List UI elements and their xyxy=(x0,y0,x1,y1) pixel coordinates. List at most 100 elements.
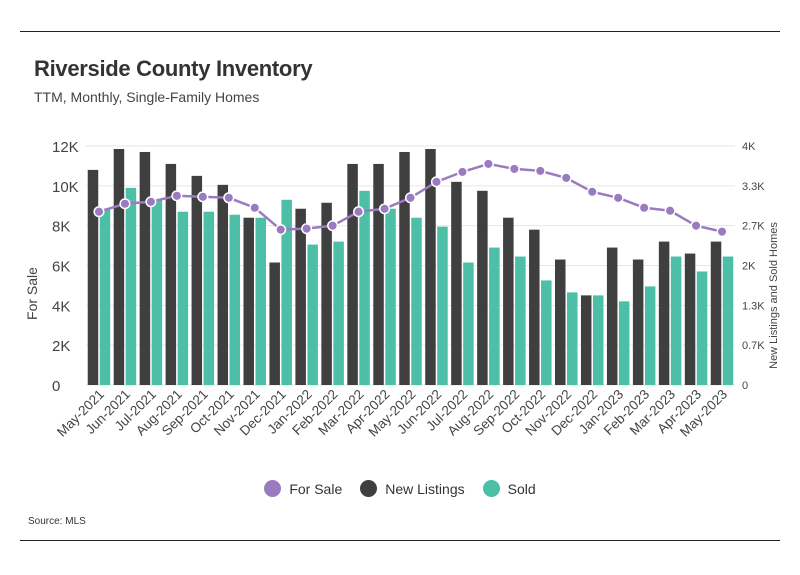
y-tick-label-left: 4K xyxy=(52,298,70,315)
bar-sold xyxy=(567,292,578,385)
bottom-rule xyxy=(20,540,780,541)
point-for-sale xyxy=(508,163,520,175)
legend-item-new-listings[interactable]: New Listings xyxy=(360,480,465,497)
bar-new-listings xyxy=(217,184,229,385)
point-for-sale xyxy=(145,196,157,208)
bar-sold xyxy=(541,280,552,385)
point-for-sale xyxy=(223,192,235,204)
bar-new-listings xyxy=(139,151,151,385)
chart-legend: For Sale New Listings Sold xyxy=(0,480,800,497)
legend-label-new-listings: New Listings xyxy=(385,480,465,497)
y-tick-label-left: 10K xyxy=(52,179,79,196)
point-for-sale xyxy=(716,226,728,238)
point-for-sale xyxy=(197,191,209,203)
bar-sold xyxy=(618,301,630,385)
bar-sold xyxy=(177,211,189,385)
bar-new-listings xyxy=(503,217,514,385)
bar-new-listings xyxy=(710,241,722,385)
bar-sold xyxy=(359,190,370,385)
y-tick-label-right: 2K xyxy=(742,261,756,273)
y-tick-label-left: 8K xyxy=(52,219,70,236)
bar-sold xyxy=(333,241,344,385)
legend-swatch-sold xyxy=(482,480,500,497)
bar-sold xyxy=(696,271,708,385)
bar-sold xyxy=(203,211,215,385)
point-for-sale xyxy=(612,192,624,204)
bar-sold xyxy=(437,226,448,385)
bar-new-listings xyxy=(347,163,358,385)
chart-title: Riverside County Inventory xyxy=(34,56,313,81)
y-tick-label-left: 12K xyxy=(52,139,79,156)
bar-sold xyxy=(592,295,604,385)
bar-sold xyxy=(722,256,734,385)
bar-new-listings xyxy=(555,259,566,385)
y-tick-label-right: 4K xyxy=(742,141,756,153)
bar-new-listings xyxy=(477,190,488,385)
bar-sold xyxy=(644,286,656,385)
bar-sold xyxy=(151,199,163,385)
bar-sold xyxy=(255,217,266,385)
point-for-sale xyxy=(275,224,287,236)
bar-sold xyxy=(463,262,474,385)
y-tick-label-right: 0 xyxy=(742,380,748,392)
legend-label-sold: Sold xyxy=(507,480,536,497)
y-tick-label-left: 6K xyxy=(52,259,70,276)
bar-sold xyxy=(489,247,500,385)
bar-new-listings xyxy=(684,253,696,385)
bar-new-listings xyxy=(658,241,670,385)
bar-sold xyxy=(307,244,318,385)
bar-new-listings xyxy=(425,148,436,385)
bar-new-listings xyxy=(243,217,254,385)
bar-new-listings xyxy=(191,175,203,385)
bar-new-listings xyxy=(632,259,644,385)
legend-label-for-sale: For Sale xyxy=(289,480,343,497)
bar-new-listings xyxy=(321,202,332,385)
bar-sold xyxy=(515,256,526,385)
bar-sold xyxy=(99,208,111,385)
point-for-sale xyxy=(327,220,339,232)
bar-sold xyxy=(229,214,241,385)
top-rule xyxy=(20,31,780,32)
bar-new-listings xyxy=(529,229,540,385)
y-axis-title-right: New Listings and Sold Homes xyxy=(768,222,780,369)
point-for-sale xyxy=(586,186,598,198)
point-for-sale xyxy=(119,198,131,210)
point-for-sale xyxy=(430,176,443,188)
point-for-sale xyxy=(482,158,494,170)
point-for-sale xyxy=(456,166,468,178)
bar-new-listings xyxy=(399,151,410,385)
y-axis-title-left: For Sale xyxy=(24,267,40,320)
point-for-sale xyxy=(638,202,650,214)
legend-item-sold[interactable]: Sold xyxy=(482,480,536,497)
point-for-sale xyxy=(93,206,105,218)
point-for-sale xyxy=(171,190,183,202)
point-for-sale xyxy=(301,223,313,235)
bar-new-listings xyxy=(580,295,592,385)
point-for-sale xyxy=(664,205,676,217)
bar-sold xyxy=(281,199,292,385)
point-for-sale xyxy=(404,192,417,204)
point-for-sale xyxy=(378,203,391,215)
bar-new-listings xyxy=(113,148,125,385)
y-tick-label-right: 3.3K xyxy=(742,181,765,193)
y-tick-label-right: 0.7K xyxy=(742,340,765,352)
bar-sold xyxy=(670,256,682,385)
point-for-sale xyxy=(249,202,261,214)
legend-item-for-sale[interactable]: For Sale xyxy=(264,480,342,497)
bar-new-listings xyxy=(373,163,384,385)
bar-new-listings xyxy=(295,208,306,385)
y-tick-label-left: 2K xyxy=(52,338,70,355)
bar-new-listings xyxy=(87,169,99,385)
y-tick-label-left: 0 xyxy=(52,378,60,395)
bar-sold xyxy=(411,217,422,385)
bar-new-listings xyxy=(606,247,618,385)
bar-new-listings xyxy=(269,262,280,385)
bar-new-listings xyxy=(165,163,177,385)
y-tick-label-right: 2.7K xyxy=(742,221,765,233)
point-for-sale xyxy=(690,220,702,232)
legend-swatch-for-sale xyxy=(264,480,282,497)
source-note: Source: MLS xyxy=(28,516,86,527)
legend-swatch-new-listings xyxy=(360,480,378,497)
point-for-sale xyxy=(353,206,365,218)
